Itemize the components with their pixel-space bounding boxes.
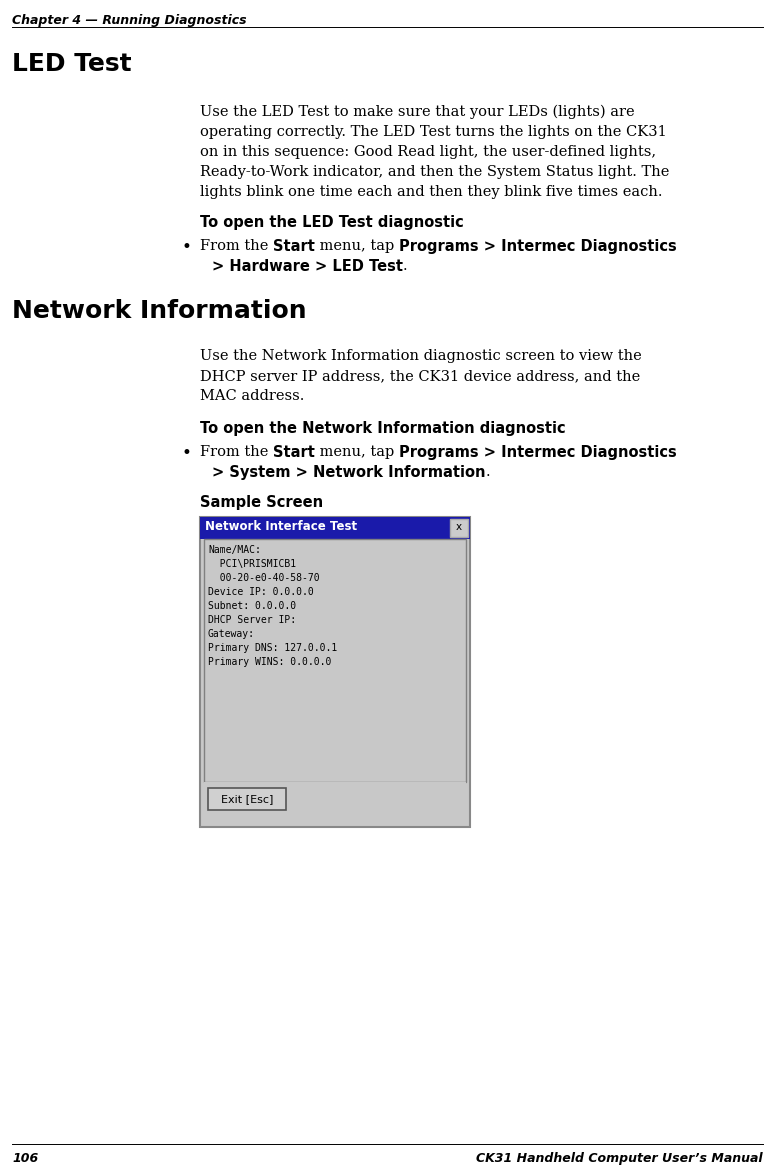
Bar [200, 517, 470, 827]
Text: Exit [Esc]: Exit [Esc] [221, 793, 273, 804]
Text: Gateway:: Gateway: [208, 629, 255, 639]
Text: Name/MAC:: Name/MAC: [208, 545, 261, 556]
Text: Network Interface Test: Network Interface Test [205, 520, 357, 533]
Text: Use the Network Information diagnostic screen to view the: Use the Network Information diagnostic s… [200, 349, 642, 363]
Text: lights blink one time each and then they blink five times each.: lights blink one time each and then they… [200, 185, 663, 199]
Text: > Hardware > LED Test: > Hardware > LED Test [212, 259, 403, 274]
Bar [450, 519, 468, 537]
Text: MAC address.: MAC address. [200, 389, 305, 403]
Text: 00-20-e0-40-58-70: 00-20-e0-40-58-70 [208, 573, 319, 582]
Text: Programs > Intermec Diagnostics: Programs > Intermec Diagnostics [399, 445, 677, 459]
Text: Ready-to-Work indicator, and then the System Status light. The: Ready-to-Work indicator, and then the Sy… [200, 165, 670, 179]
Bar [204, 782, 466, 823]
Text: .: . [403, 259, 408, 273]
Text: DHCP server IP address, the CK31 device address, and the: DHCP server IP address, the CK31 device … [200, 369, 640, 383]
Text: To open the Network Information diagnostic: To open the Network Information diagnost… [200, 421, 566, 436]
Text: Primary DNS: 127.0.0.1: Primary DNS: 127.0.0.1 [208, 643, 337, 653]
Text: From the: From the [200, 445, 273, 459]
Text: 106: 106 [12, 1152, 38, 1165]
Text: LED Test: LED Test [12, 52, 132, 76]
Text: Subnet: 0.0.0.0: Subnet: 0.0.0.0 [208, 601, 296, 611]
Bar [200, 517, 470, 539]
Text: CK31 Handheld Computer User’s Manual: CK31 Handheld Computer User’s Manual [477, 1152, 763, 1165]
Text: From the: From the [200, 239, 273, 253]
Text: on in this sequence: Good Read light, the user-defined lights,: on in this sequence: Good Read light, th… [200, 145, 656, 159]
Text: Sample Screen: Sample Screen [200, 495, 323, 510]
Text: •: • [182, 445, 192, 462]
Text: Chapter 4 — Running Diagnostics: Chapter 4 — Running Diagnostics [12, 14, 246, 27]
Text: Network Information: Network Information [12, 299, 307, 323]
Text: Programs > Intermec Diagnostics: Programs > Intermec Diagnostics [399, 239, 677, 254]
Text: DHCP Server IP:: DHCP Server IP: [208, 615, 296, 625]
Bar [208, 788, 286, 810]
Text: Start: Start [273, 445, 315, 459]
Text: •: • [182, 239, 192, 255]
Text: Use the LED Test to make sure that your LEDs (lights) are: Use the LED Test to make sure that your … [200, 105, 635, 120]
Text: PCI\PRISMICB1: PCI\PRISMICB1 [208, 559, 296, 568]
Text: .: . [485, 465, 490, 479]
Text: > System > Network Information: > System > Network Information [212, 465, 485, 481]
Text: x: x [456, 522, 462, 532]
Text: operating correctly. The LED Test turns the lights on the CK31: operating correctly. The LED Test turns … [200, 125, 666, 139]
Bar [204, 539, 466, 782]
Text: menu, tap: menu, tap [315, 239, 399, 253]
Text: Start: Start [273, 239, 315, 254]
Text: menu, tap: menu, tap [315, 445, 399, 459]
Text: To open the LED Test diagnostic: To open the LED Test diagnostic [200, 214, 463, 230]
Text: Device IP: 0.0.0.0: Device IP: 0.0.0.0 [208, 587, 314, 597]
Text: Primary WINS: 0.0.0.0: Primary WINS: 0.0.0.0 [208, 657, 332, 667]
